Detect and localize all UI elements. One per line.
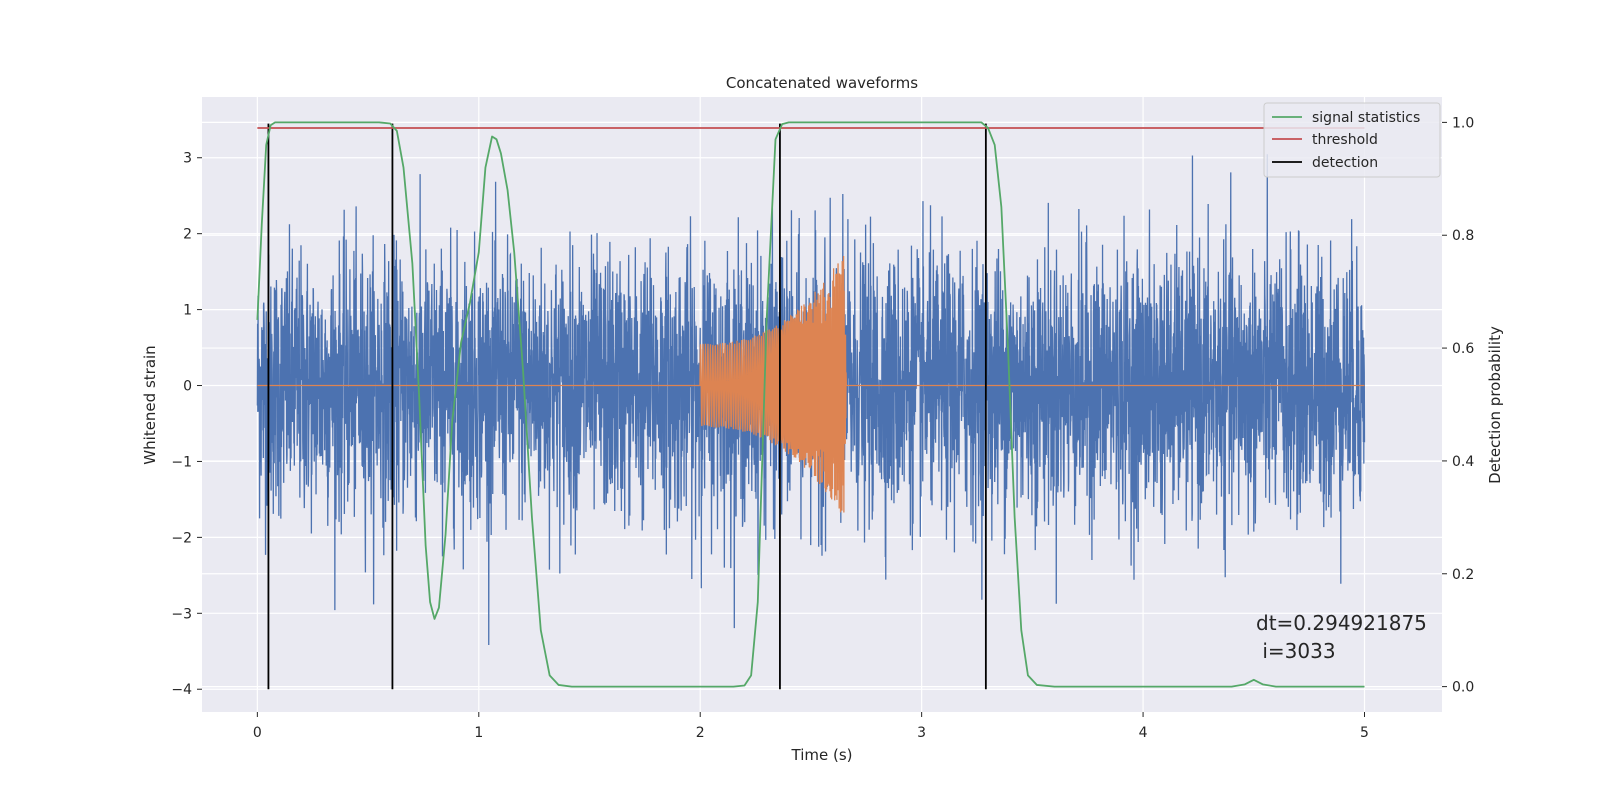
y-ticks: −4 −3 −2 −1 0 1 2 3 <box>171 151 202 698</box>
x-tick-label: 5 <box>1360 725 1369 741</box>
legend: signal statistics threshold detection <box>1263 102 1441 178</box>
y-tick-label: 2 <box>183 227 192 243</box>
annotation-i: i=3033 <box>1256 639 1336 663</box>
signal-statistics-line <box>256 121 1365 688</box>
y-tick-label: −2 <box>171 530 192 546</box>
y2-tick-label: 0.4 <box>1452 454 1474 470</box>
legend-box <box>1263 102 1441 178</box>
y2-tick-label: 1.0 <box>1452 115 1474 131</box>
signal-waveform-series <box>257 255 1365 513</box>
statistics-layer <box>256 121 1365 688</box>
detection-lines <box>267 123 987 690</box>
chart-title: Concatenated waveforms <box>726 74 918 92</box>
y-tick-label: 0 <box>183 379 192 395</box>
legend-label-threshold: threshold <box>1312 132 1378 148</box>
x-tick-label: 2 <box>696 725 705 741</box>
y2-ticks: 0.0 0.2 0.4 0.6 0.8 1.0 <box>1442 115 1474 696</box>
y-tick-label: −1 <box>171 454 192 470</box>
x-tick-label: 4 <box>1139 725 1148 741</box>
x-axis-label: Time (s) <box>791 746 853 764</box>
y-tick-label: −3 <box>171 606 192 622</box>
y-tick-label: −4 <box>171 682 192 698</box>
x-tick-label: 1 <box>474 725 483 741</box>
x-tick-label: 3 <box>917 725 926 741</box>
y2-tick-label: 0.6 <box>1452 341 1474 357</box>
y2-axis-label: Detection probability <box>1486 326 1504 484</box>
x-tick-label: 0 <box>253 725 262 741</box>
signal-line <box>257 255 1365 513</box>
x-ticks: 0 1 2 3 4 5 <box>253 712 1369 741</box>
y-axis-label: Whitened strain <box>141 345 159 464</box>
y2-tick-label: 0.2 <box>1452 567 1474 583</box>
y2-tick-label: 0.8 <box>1452 228 1474 244</box>
y-tick-label: 1 <box>183 303 192 319</box>
legend-label-signal-statistics: signal statistics <box>1312 110 1420 126</box>
y2-tick-label: 0.0 <box>1452 680 1474 696</box>
annotation-dt: dt=0.294921875 <box>1256 611 1427 635</box>
y-tick-label: 3 <box>183 151 192 167</box>
legend-label-detection: detection <box>1312 155 1378 171</box>
